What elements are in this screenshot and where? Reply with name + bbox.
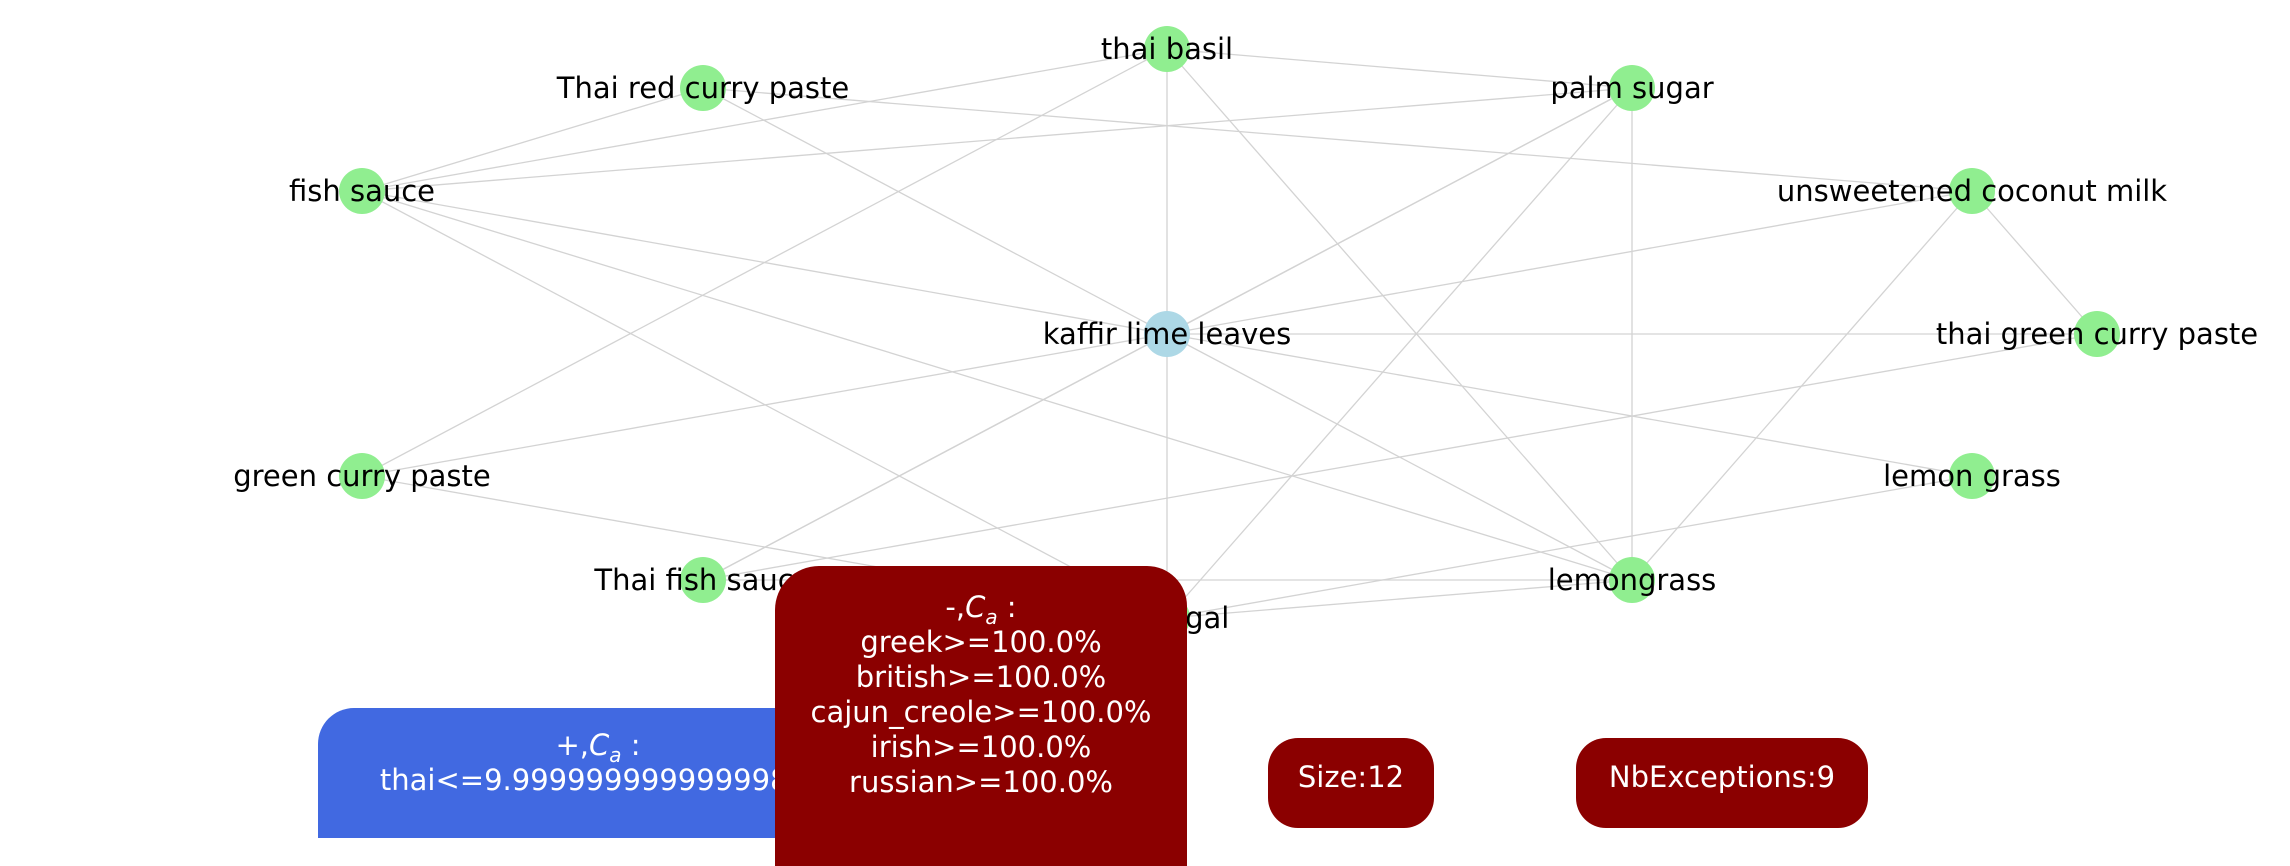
negative-box-title: -,Ca : (945, 590, 1017, 629)
node-green_curry (339, 453, 385, 499)
node-label-coconut: unsweetened coconut milk (1777, 174, 2167, 208)
nodes: kaffir lime leaves thai basil Thai red cur… (233, 26, 2258, 641)
node-coconut (1949, 168, 1995, 214)
node-label-red_curry: Thai red curry paste (556, 71, 849, 105)
node-label-kaffir: kaffir lime leaves (1043, 317, 1291, 351)
edge-kaffir-red_curry (702, 87, 1168, 335)
node-label-fish_sauce: fish sauce (289, 174, 435, 208)
edge-palm_sugar-fish_sauce (361, 87, 1633, 192)
node-red_curry (680, 65, 726, 111)
edge-red_curry-coconut (702, 87, 1973, 192)
exceptions-badge: NbExceptions:9 (1576, 738, 1868, 828)
edge-green_thai-thai_fish (702, 333, 2098, 581)
edge-galangal-lemongrass (1166, 579, 1633, 619)
edge-red_curry-fish_sauce (361, 87, 704, 192)
negative-box-line: british>=100.0% (855, 660, 1107, 694)
edge-coconut-green_thai (1971, 190, 2098, 335)
node-thai_fish (680, 557, 726, 603)
edge-thai_basil-green_curry (361, 48, 1168, 477)
node-palm_sugar (1609, 65, 1655, 111)
node-label-green_curry: green curry paste (233, 459, 491, 493)
node-green_thai (2074, 311, 2120, 357)
edges (361, 48, 2098, 619)
edge-fish_sauce-lemongrass (361, 190, 1633, 581)
negative-box-line: greek>=100.0% (860, 625, 1102, 659)
positive-box-line: thai<=9.999999999999998% (379, 763, 817, 797)
edge-kaffir-lemon_grass (1166, 333, 1973, 477)
edge-lemon_grass-galangal (1166, 475, 1973, 619)
edge-thai_basil-fish_sauce (361, 48, 1168, 192)
edge-coconut-kaffir (1166, 190, 1973, 335)
negative-box-line: russian>=100.0% (849, 765, 1113, 799)
size-badge: Size:12 (1268, 738, 1434, 828)
node-label-lemongrass: lemongrass (1548, 563, 1717, 597)
edge-thai_basil-lemongrass (1166, 48, 1633, 581)
node-label-thai_basil: thai basil (1101, 32, 1233, 66)
node-label-thai_fish: Thai fish sauce (593, 563, 811, 597)
node-thai_basil (1144, 26, 1190, 72)
node-fish_sauce (339, 168, 385, 214)
positive-box-title: +,Ca : (555, 728, 641, 767)
node-kaffir (1144, 311, 1190, 357)
node-label-palm_sugar: palm sugar (1550, 71, 1713, 105)
negative-box-line: cajun_creole>=100.0% (810, 695, 1152, 729)
negative-pattern-box: -,Ca : greek>=100.0% british>=100.0% cajun… (775, 566, 1187, 866)
negative-box-line: irish>=100.0% (870, 730, 1092, 764)
edge-fish_sauce-galangal (361, 190, 1168, 619)
node-label-lemon_grass: lemon grass (1883, 459, 2061, 493)
edge-palm_sugar-galangal (1166, 87, 1633, 619)
node-label-green_thai: thai green curry paste (1936, 317, 2258, 351)
node-lemon_grass (1949, 453, 1995, 499)
edge-thai_basil-palm_sugar (1166, 48, 1633, 89)
node-lemongrass (1609, 557, 1655, 603)
